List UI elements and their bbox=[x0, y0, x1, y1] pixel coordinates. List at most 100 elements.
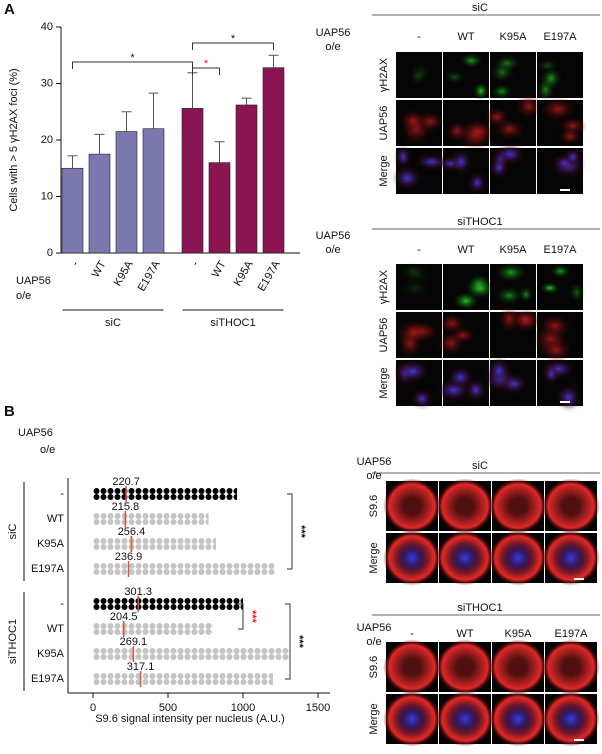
nucleus bbox=[445, 539, 485, 577]
median-label: 215.8 bbox=[112, 501, 140, 513]
row-label: WT bbox=[47, 513, 64, 525]
nucleus bbox=[464, 278, 497, 299]
bracket bbox=[72, 61, 193, 69]
point-cloud bbox=[93, 673, 273, 685]
nucleus bbox=[448, 367, 473, 388]
bar bbox=[115, 131, 138, 254]
nucleus bbox=[468, 173, 486, 193]
nucleus bbox=[459, 52, 483, 69]
point-cloud bbox=[93, 488, 237, 500]
bracket bbox=[287, 493, 293, 570]
group-label: siTHOC1 bbox=[210, 317, 255, 329]
nucleus bbox=[551, 539, 591, 577]
row-label: o/e bbox=[16, 290, 31, 302]
cell bbox=[416, 110, 445, 133]
nucleus bbox=[568, 281, 586, 304]
y-tick-label: 40 bbox=[41, 21, 53, 33]
header-label: UAP56 bbox=[316, 27, 351, 39]
header-label: o/e bbox=[366, 636, 381, 648]
y-tick-label: 10 bbox=[41, 190, 53, 202]
x-tick-label: WT bbox=[90, 259, 109, 280]
bracket bbox=[192, 67, 220, 75]
row-label: γH2AX bbox=[378, 57, 390, 92]
nucleus bbox=[557, 385, 580, 410]
column-label: K95A bbox=[505, 628, 533, 640]
cell bbox=[436, 478, 494, 534]
column-label: E197A bbox=[543, 31, 577, 43]
row-label: S9.6 bbox=[368, 656, 380, 679]
point-cloud bbox=[93, 648, 290, 660]
header-label: o/e bbox=[366, 470, 381, 482]
y-tick-label: 20 bbox=[41, 134, 53, 146]
group-label: siC bbox=[105, 317, 121, 329]
group-label: siTHOC1 bbox=[7, 619, 19, 664]
row-label: K95A bbox=[37, 648, 65, 660]
nucleus bbox=[539, 281, 560, 295]
point-cloud bbox=[93, 563, 275, 575]
nucleus bbox=[488, 358, 510, 384]
cell bbox=[542, 478, 600, 534]
row-label: K95A bbox=[37, 538, 65, 550]
x-tick-label: 0 bbox=[90, 702, 96, 714]
panel-label: B bbox=[4, 403, 15, 420]
x-tick-label: 1000 bbox=[231, 702, 255, 714]
row-label: UAP56 bbox=[16, 275, 51, 287]
column-label: E197A bbox=[554, 628, 588, 640]
x-axis-title: S9.6 signal intensity per nucleus (A.U.) bbox=[95, 713, 285, 725]
x-tick-label: K95A bbox=[112, 258, 136, 288]
significance: *** bbox=[293, 635, 305, 649]
nucleus bbox=[490, 83, 513, 100]
column-label: - bbox=[417, 244, 421, 256]
nucleus bbox=[392, 539, 432, 577]
bar bbox=[142, 128, 165, 254]
cell bbox=[492, 118, 527, 141]
cell bbox=[383, 639, 441, 695]
bar bbox=[208, 162, 231, 254]
column-label: WT bbox=[457, 244, 474, 256]
nucleus bbox=[565, 149, 581, 165]
row-label: WT bbox=[47, 623, 64, 635]
cell bbox=[395, 319, 432, 346]
row-label: Merge bbox=[378, 367, 390, 398]
nucleus bbox=[549, 263, 571, 279]
row-label: E197A bbox=[31, 563, 65, 575]
column-label: E197A bbox=[543, 244, 577, 256]
row-label: UAP56 bbox=[378, 318, 390, 353]
group-label: siC bbox=[7, 524, 19, 540]
cell bbox=[557, 127, 583, 146]
nucleus bbox=[412, 60, 432, 84]
y-tick-label: 0 bbox=[47, 247, 53, 259]
column-label: - bbox=[417, 31, 421, 43]
bar bbox=[61, 167, 84, 254]
nucleus bbox=[543, 365, 559, 383]
x-tick-label: - bbox=[69, 259, 81, 268]
nucleus bbox=[397, 361, 429, 382]
bracket bbox=[238, 603, 244, 630]
row-label: UAP56 bbox=[378, 106, 390, 141]
column-label: WT bbox=[456, 628, 473, 640]
significance: *** bbox=[246, 610, 258, 624]
cell bbox=[515, 93, 542, 120]
header-label: o/e bbox=[325, 41, 340, 53]
nucleus bbox=[393, 167, 421, 189]
header-label: UAP56 bbox=[357, 456, 392, 468]
x-tick-label: 500 bbox=[159, 702, 177, 714]
row-label: Merge bbox=[368, 703, 380, 734]
column-label: - bbox=[410, 628, 414, 640]
bar bbox=[235, 104, 258, 254]
bracket bbox=[192, 42, 274, 50]
header-label: o/e bbox=[325, 244, 340, 256]
nucleus bbox=[451, 150, 471, 174]
row-label: γH2AX bbox=[378, 269, 390, 304]
median-label: 269.1 bbox=[120, 636, 148, 648]
bracket bbox=[285, 603, 291, 680]
y-tick-label: 30 bbox=[41, 77, 53, 89]
x-tick-label: E197A bbox=[256, 258, 283, 293]
cell bbox=[542, 639, 600, 695]
point-cloud bbox=[93, 598, 243, 610]
median-label: 301.3 bbox=[124, 586, 152, 598]
bar bbox=[181, 108, 204, 254]
panel-title: siTHOC1 bbox=[457, 216, 502, 228]
cell bbox=[436, 639, 494, 695]
x-tick-label: WT bbox=[210, 259, 229, 280]
